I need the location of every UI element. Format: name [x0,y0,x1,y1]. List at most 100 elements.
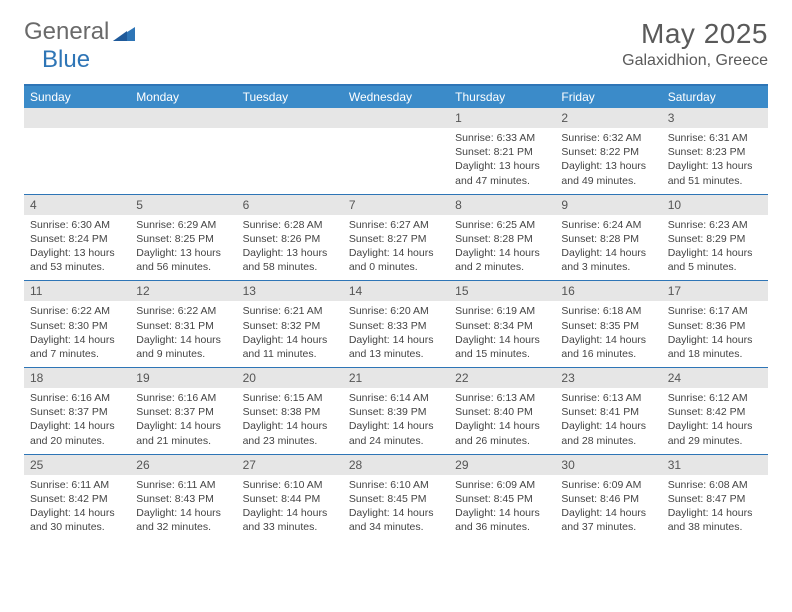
week-block: 45678910Sunrise: 6:30 AMSunset: 8:24 PMD… [24,194,768,281]
day-cell: Sunrise: 6:10 AMSunset: 8:44 PMDaylight:… [237,475,343,541]
data-row: Sunrise: 6:11 AMSunset: 8:42 PMDaylight:… [24,475,768,541]
daylight-text: and 3 minutes. [561,260,655,274]
sunrise-text: Sunrise: 6:32 AM [561,131,655,145]
daylight-text: and 5 minutes. [668,260,762,274]
daylight-text: Daylight: 14 hours [455,333,549,347]
day-cell [24,128,130,194]
sunrise-text: Sunrise: 6:09 AM [561,478,655,492]
daylight-text: Daylight: 14 hours [668,333,762,347]
sunset-text: Sunset: 8:28 PM [455,232,549,246]
date-number-row: 25262728293031 [24,455,768,475]
daylight-text: and 56 minutes. [136,260,230,274]
dayname: Sunday [24,86,130,108]
daylight-text: Daylight: 14 hours [243,419,337,433]
sunset-text: Sunset: 8:26 PM [243,232,337,246]
week-block: 18192021222324Sunrise: 6:16 AMSunset: 8:… [24,367,768,454]
date-number: 8 [449,195,555,215]
date-number [343,108,449,128]
sunrise-text: Sunrise: 6:08 AM [668,478,762,492]
date-number: 5 [130,195,236,215]
triangle-icon [113,25,135,41]
sunrise-text: Sunrise: 6:31 AM [668,131,762,145]
date-number [24,108,130,128]
data-row: Sunrise: 6:16 AMSunset: 8:37 PMDaylight:… [24,388,768,454]
dayname: Saturday [662,86,768,108]
daylight-text: Daylight: 14 hours [30,506,124,520]
day-cell: Sunrise: 6:20 AMSunset: 8:33 PMDaylight:… [343,301,449,367]
dayname: Thursday [449,86,555,108]
sunrise-text: Sunrise: 6:10 AM [349,478,443,492]
daylight-text: Daylight: 14 hours [455,506,549,520]
daylight-text: Daylight: 14 hours [136,419,230,433]
sunrise-text: Sunrise: 6:33 AM [455,131,549,145]
sunset-text: Sunset: 8:45 PM [455,492,549,506]
date-number: 16 [555,281,661,301]
daylight-text: Daylight: 13 hours [243,246,337,260]
daylight-text: and 26 minutes. [455,434,549,448]
sunrise-text: Sunrise: 6:13 AM [455,391,549,405]
daylight-text: and 28 minutes. [561,434,655,448]
daylight-text: and 29 minutes. [668,434,762,448]
sunrise-text: Sunrise: 6:22 AM [136,304,230,318]
date-number: 9 [555,195,661,215]
brand-logo: General [24,18,137,46]
daylight-text: Daylight: 14 hours [668,246,762,260]
sunset-text: Sunset: 8:38 PM [243,405,337,419]
sunrise-text: Sunrise: 6:16 AM [30,391,124,405]
sunrise-text: Sunrise: 6:20 AM [349,304,443,318]
day-cell: Sunrise: 6:11 AMSunset: 8:42 PMDaylight:… [24,475,130,541]
data-row: Sunrise: 6:22 AMSunset: 8:30 PMDaylight:… [24,301,768,367]
date-number: 24 [662,368,768,388]
brand-part1: General [24,18,109,46]
sunset-text: Sunset: 8:41 PM [561,405,655,419]
sunrise-text: Sunrise: 6:10 AM [243,478,337,492]
daylight-text: and 15 minutes. [455,347,549,361]
daylight-text: and 11 minutes. [243,347,337,361]
day-cell: Sunrise: 6:17 AMSunset: 8:36 PMDaylight:… [662,301,768,367]
daylight-text: Daylight: 14 hours [561,419,655,433]
date-number: 3 [662,108,768,128]
day-cell: Sunrise: 6:09 AMSunset: 8:46 PMDaylight:… [555,475,661,541]
day-cell: Sunrise: 6:23 AMSunset: 8:29 PMDaylight:… [662,215,768,281]
date-number-row: 11121314151617 [24,281,768,301]
date-number: 13 [237,281,343,301]
daylight-text: and 20 minutes. [30,434,124,448]
daylight-text: and 0 minutes. [349,260,443,274]
date-number: 6 [237,195,343,215]
daylight-text: and 21 minutes. [136,434,230,448]
daylight-text: Daylight: 14 hours [349,333,443,347]
sunrise-text: Sunrise: 6:14 AM [349,391,443,405]
day-header-row: Sunday Monday Tuesday Wednesday Thursday… [24,86,768,108]
sunrise-text: Sunrise: 6:18 AM [561,304,655,318]
daylight-text: Daylight: 14 hours [455,419,549,433]
day-cell: Sunrise: 6:22 AMSunset: 8:30 PMDaylight:… [24,301,130,367]
sunset-text: Sunset: 8:44 PM [243,492,337,506]
daylight-text: Daylight: 13 hours [668,159,762,173]
sunset-text: Sunset: 8:37 PM [30,405,124,419]
daylight-text: Daylight: 14 hours [30,419,124,433]
sunrise-text: Sunrise: 6:22 AM [30,304,124,318]
sunset-text: Sunset: 8:31 PM [136,319,230,333]
date-number: 7 [343,195,449,215]
date-number: 30 [555,455,661,475]
date-number: 22 [449,368,555,388]
sunrise-text: Sunrise: 6:09 AM [455,478,549,492]
sunset-text: Sunset: 8:22 PM [561,145,655,159]
date-number: 25 [24,455,130,475]
sunset-text: Sunset: 8:40 PM [455,405,549,419]
date-number-row: 18192021222324 [24,368,768,388]
day-cell: Sunrise: 6:09 AMSunset: 8:45 PMDaylight:… [449,475,555,541]
sunset-text: Sunset: 8:47 PM [668,492,762,506]
day-cell: Sunrise: 6:12 AMSunset: 8:42 PMDaylight:… [662,388,768,454]
daylight-text: Daylight: 14 hours [561,506,655,520]
daylight-text: and 47 minutes. [455,174,549,188]
daylight-text: and 2 minutes. [455,260,549,274]
date-number: 4 [24,195,130,215]
date-number [130,108,236,128]
sunset-text: Sunset: 8:23 PM [668,145,762,159]
daylight-text: and 32 minutes. [136,520,230,534]
brand-part2: Blue [42,46,90,73]
sunset-text: Sunset: 8:21 PM [455,145,549,159]
day-cell: Sunrise: 6:13 AMSunset: 8:41 PMDaylight:… [555,388,661,454]
day-cell: Sunrise: 6:30 AMSunset: 8:24 PMDaylight:… [24,215,130,281]
